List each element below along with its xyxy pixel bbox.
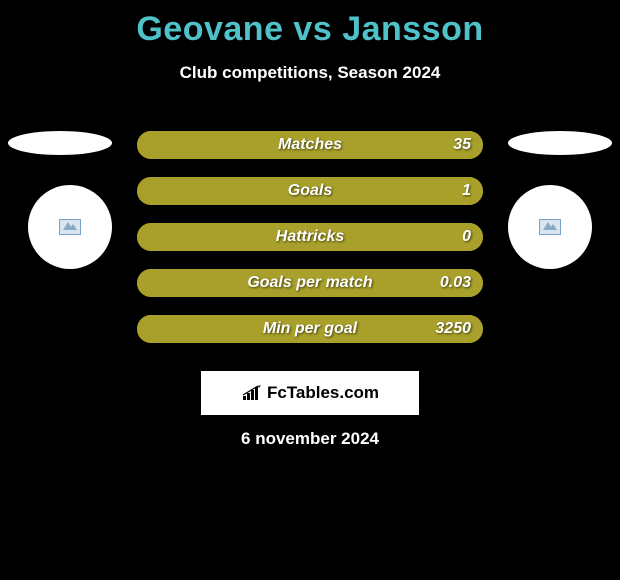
source-logo-text: FcTables.com (267, 383, 379, 403)
stat-row: Goals per match 0.03 (137, 269, 483, 297)
page-title: Geovane vs Jansson (0, 0, 620, 49)
left-player-avatar (28, 185, 112, 269)
right-player-avatar (508, 185, 592, 269)
stat-row: Matches 35 (137, 131, 483, 159)
stat-value: 35 (453, 136, 471, 154)
stat-row: Min per goal 3250 (137, 315, 483, 343)
placeholder-landscape-icon (539, 219, 561, 235)
bar-chart-icon (241, 384, 263, 402)
source-logo: FcTables.com (201, 371, 419, 415)
page-subtitle: Club competitions, Season 2024 (0, 63, 620, 83)
stat-label: Goals (288, 182, 332, 200)
stat-row: Goals 1 (137, 177, 483, 205)
right-player-ellipse (508, 131, 612, 155)
stat-row: Hattricks 0 (137, 223, 483, 251)
stat-rows: Matches 35 Goals 1 Hattricks 0 Goals per… (137, 131, 483, 361)
date-label: 6 november 2024 (241, 429, 379, 449)
stat-value: 0 (462, 228, 471, 246)
stat-label: Min per goal (263, 320, 357, 338)
stat-label: Goals per match (247, 274, 372, 292)
stat-value: 3250 (435, 320, 471, 338)
stat-label: Matches (278, 136, 342, 154)
stat-label: Hattricks (276, 228, 344, 246)
stat-value: 1 (462, 182, 471, 200)
left-player-ellipse (8, 131, 112, 155)
placeholder-landscape-icon (59, 219, 81, 235)
stat-value: 0.03 (440, 274, 471, 292)
